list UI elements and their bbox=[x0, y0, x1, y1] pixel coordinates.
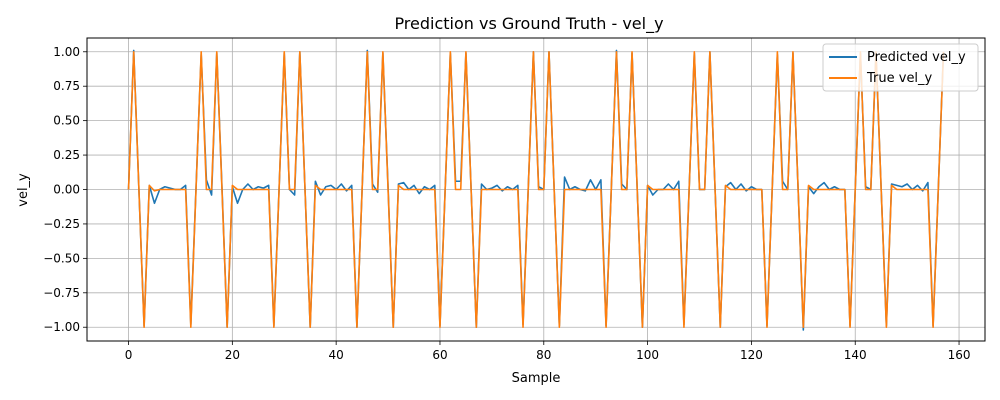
series-line-true bbox=[127, 50, 945, 329]
x-tick-label: 160 bbox=[948, 348, 971, 362]
x-tick-label: 100 bbox=[636, 348, 659, 362]
y-tick-label: 0.50 bbox=[53, 114, 80, 128]
y-tick-label: 0.75 bbox=[53, 79, 80, 93]
x-axis-ticks: 0 20 40 60 80 100 120 140 160 bbox=[125, 341, 971, 362]
x-tick-label: 120 bbox=[740, 348, 763, 362]
y-tick-label: −0.50 bbox=[43, 251, 80, 265]
y-tick-label: −0.25 bbox=[43, 217, 80, 231]
x-tick-label: 80 bbox=[536, 348, 551, 362]
series-layer bbox=[127, 49, 945, 331]
x-axis-label: Sample bbox=[512, 371, 561, 386]
y-tick-label: 0.00 bbox=[53, 183, 80, 197]
y-tick-label: −1.00 bbox=[43, 320, 80, 334]
x-tick-label: 140 bbox=[844, 348, 867, 362]
y-axis-label: vel_y bbox=[16, 173, 31, 207]
legend-label-predicted: Predicted vel_y bbox=[867, 50, 966, 65]
y-tick-label: 1.00 bbox=[53, 45, 80, 59]
legend-box bbox=[822, 43, 979, 92]
chart-title: Prediction vs Ground Truth - vel_y bbox=[394, 14, 663, 34]
x-tick-label: 0 bbox=[125, 348, 133, 362]
y-tick-label: 0.25 bbox=[53, 148, 80, 162]
y-axis-ticks: −1.00 −0.75 −0.50 −0.25 0.00 0.25 0.50 0.75 1.00 bbox=[43, 45, 87, 334]
legend-label-true: True vel_y bbox=[866, 71, 933, 86]
x-tick-label: 20 bbox=[225, 348, 240, 362]
x-tick-label: 40 bbox=[329, 348, 344, 362]
y-tick-label: −0.75 bbox=[43, 286, 80, 300]
legend: Predicted vel_y True vel_y bbox=[822, 43, 979, 92]
x-tick-label: 60 bbox=[432, 348, 447, 362]
